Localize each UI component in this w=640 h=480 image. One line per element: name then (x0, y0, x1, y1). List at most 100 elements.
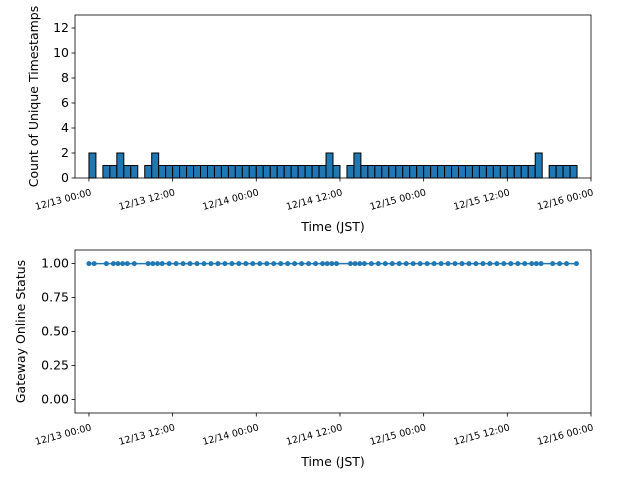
x-axis-label: Time (JST) (300, 219, 365, 234)
data-point (103, 261, 109, 267)
bar (416, 165, 425, 179)
data-point (208, 261, 214, 267)
y-tick-label: 2 (61, 145, 69, 160)
x-tick-label: 12/16 00:00 (536, 422, 595, 448)
y-tick-label: 1.00 (41, 256, 69, 271)
data-point (222, 261, 228, 267)
data-point (236, 261, 242, 267)
bar (478, 165, 487, 179)
data-point (459, 261, 465, 267)
bar (88, 152, 97, 179)
data-point (145, 261, 151, 267)
bar (130, 165, 139, 179)
bar (346, 165, 355, 179)
bar (402, 165, 411, 179)
data-point (522, 261, 528, 267)
bar (520, 165, 529, 179)
bar (325, 152, 334, 179)
data-point (375, 261, 381, 267)
data-point (361, 261, 367, 267)
data-point (180, 261, 186, 267)
data-point (382, 261, 388, 267)
bar (555, 165, 564, 179)
bar (367, 165, 376, 179)
data-point (110, 261, 116, 267)
data-point (538, 261, 544, 267)
bar (255, 165, 264, 179)
data-point (329, 261, 335, 267)
data-point (508, 261, 514, 267)
data-point (201, 261, 207, 267)
data-point (368, 261, 374, 267)
data-point (550, 261, 556, 267)
y-tick-label: 10 (53, 45, 69, 60)
bar (165, 165, 174, 179)
data-point (480, 261, 486, 267)
y-axis-label: Gateway Online Status (13, 260, 28, 403)
bar (200, 165, 208, 179)
x-tick-label: 12/14 12:00 (285, 187, 344, 213)
bar (332, 165, 341, 179)
bar (569, 165, 578, 179)
bar (283, 165, 292, 179)
data-point (324, 261, 330, 267)
bar (388, 165, 397, 179)
bar (437, 165, 446, 179)
bar (144, 165, 153, 179)
bar (499, 165, 508, 179)
bar (269, 165, 278, 179)
bar (227, 165, 236, 179)
data-point (86, 261, 92, 267)
data-point (299, 261, 305, 267)
bar (458, 165, 466, 179)
bar (109, 165, 118, 179)
data-point (445, 261, 451, 267)
data-point (389, 261, 395, 267)
y-tick-label: 4 (61, 120, 69, 135)
data-point (564, 261, 570, 267)
y-tick-label: 0.75 (41, 290, 69, 305)
bar (193, 165, 202, 179)
bar (506, 165, 515, 179)
y-axis-label: Count of Unique Timestamps (26, 6, 41, 187)
bar (451, 165, 460, 179)
data-point (155, 261, 161, 267)
data-point (487, 261, 493, 267)
data-point (573, 261, 579, 267)
y-tick-label: 0.50 (41, 324, 69, 339)
bar (290, 165, 299, 179)
bar (360, 165, 369, 179)
data-point (166, 261, 172, 267)
bar (186, 165, 195, 179)
data-point (529, 261, 535, 267)
data-point (264, 261, 270, 267)
bar (311, 165, 320, 179)
y-tick-label: 6 (61, 95, 69, 110)
data-point (403, 261, 409, 267)
data-point (131, 261, 137, 267)
bar (318, 165, 327, 179)
data-point (306, 261, 312, 267)
x-tick-label: 12/15 12:00 (452, 422, 511, 448)
bar (471, 165, 480, 179)
bar (158, 165, 167, 179)
bar (276, 165, 285, 179)
bar (381, 165, 390, 179)
data-point (313, 261, 319, 267)
bar (534, 152, 543, 179)
data-point (473, 261, 479, 267)
bar (234, 165, 243, 179)
bar (151, 152, 160, 179)
data-point (357, 261, 363, 267)
data-point (452, 261, 458, 267)
data-point (417, 261, 423, 267)
data-point (557, 261, 563, 267)
bar (444, 165, 453, 179)
data-point (243, 261, 249, 267)
bar (179, 165, 188, 179)
data-point (333, 261, 339, 267)
data-point (250, 261, 256, 267)
data-point (438, 261, 444, 267)
data-point (501, 261, 507, 267)
